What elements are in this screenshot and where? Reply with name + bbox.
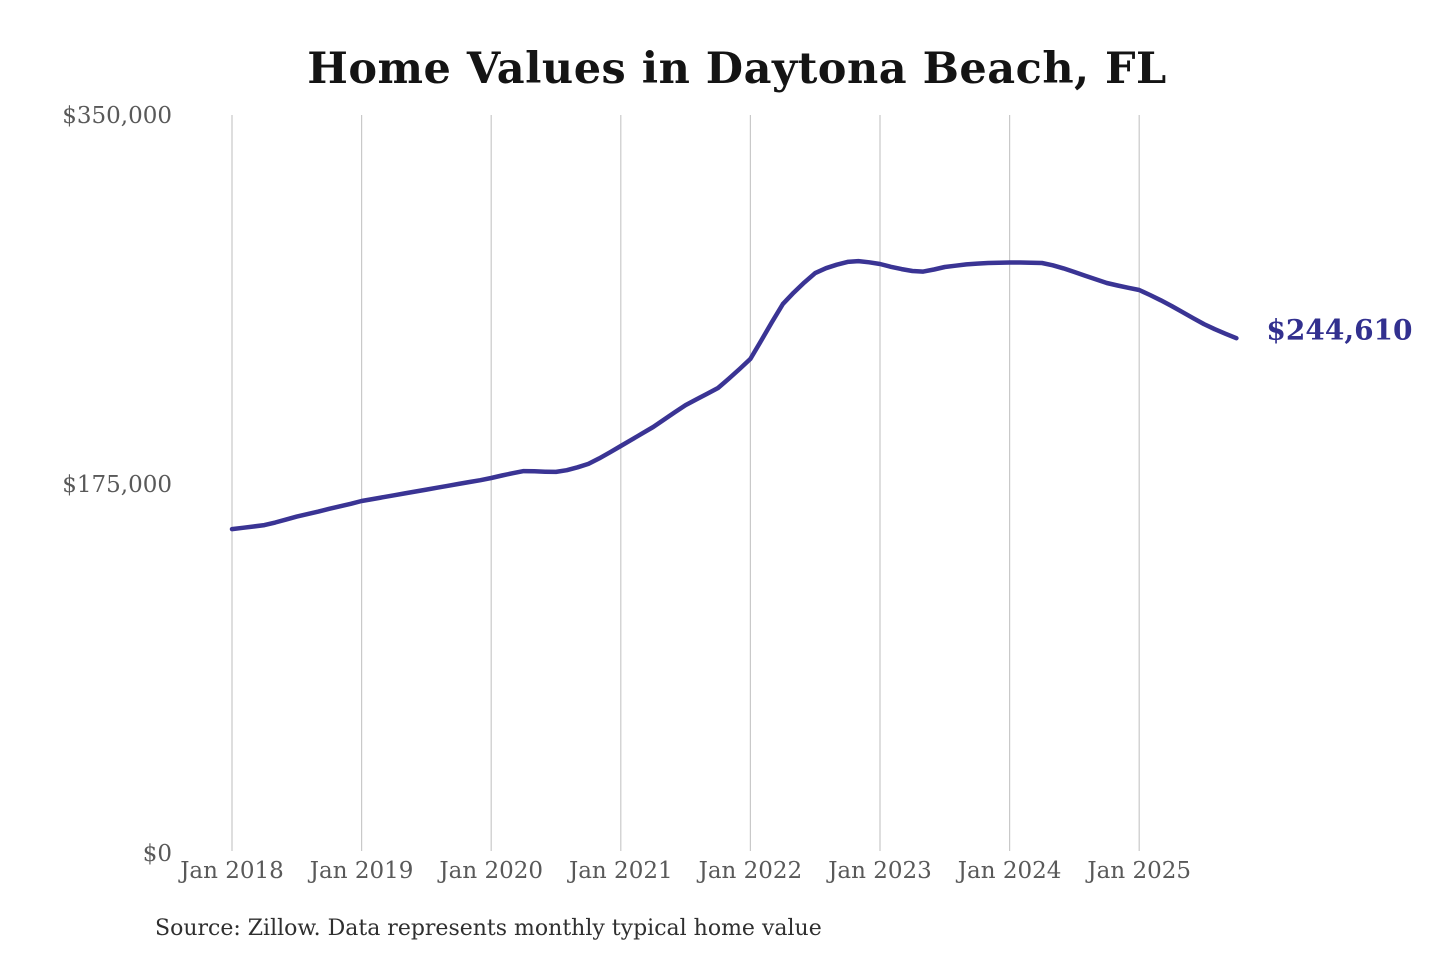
home-value-line <box>229 258 1239 532</box>
y-tick-label: $0 <box>142 841 172 867</box>
x-tick-label: Jan 2023 <box>828 858 932 884</box>
chart-title: Home Values in Daytona Beach, FL <box>307 44 1167 94</box>
y-tick-label: $175,000 <box>62 472 172 498</box>
x-tick-label: Jan 2018 <box>180 858 284 884</box>
x-tick-label: Jan 2021 <box>569 858 673 884</box>
vertical-gridlines <box>231 115 1140 851</box>
x-tick-label: Jan 2020 <box>439 858 543 884</box>
x-tick-label: Jan 2025 <box>1087 858 1191 884</box>
y-tick-label: $350,000 <box>62 103 172 129</box>
source-note: Source: Zillow. Data represents monthly … <box>155 916 822 941</box>
end-value-label: $244,610 <box>1266 313 1413 347</box>
x-tick-label: Jan 2022 <box>698 858 803 884</box>
x-tick-label: Jan 2024 <box>957 858 1062 884</box>
x-tick-label: Jan 2019 <box>309 858 414 884</box>
